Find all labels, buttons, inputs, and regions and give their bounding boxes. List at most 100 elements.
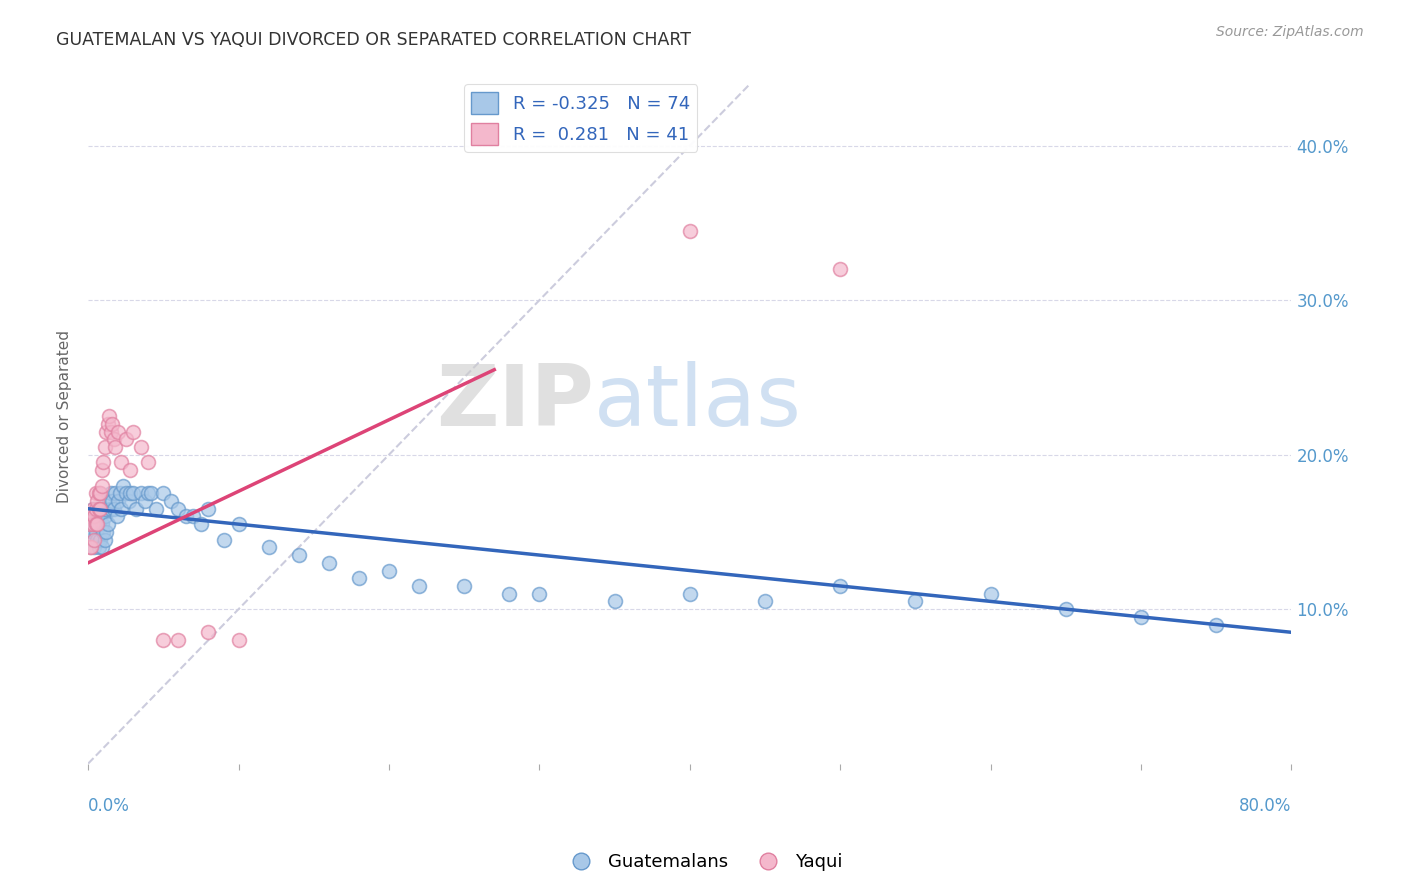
Point: [86, 517, 108, 532]
Point: [318, 556, 340, 570]
Point: [86, 533, 108, 547]
Point: [89, 501, 111, 516]
Text: ZIP: ZIP: [436, 360, 593, 443]
Point: [1205, 617, 1227, 632]
Point: [91, 501, 114, 516]
Point: [104, 486, 127, 500]
Legend: R = -0.325   N = 74, R =  0.281   N = 41: R = -0.325 N = 74, R = 0.281 N = 41: [464, 85, 697, 152]
Point: [453, 579, 475, 593]
Point: [82, 501, 104, 516]
Point: [114, 486, 136, 500]
Text: 0.0%: 0.0%: [89, 797, 129, 815]
Text: atlas: atlas: [593, 360, 801, 443]
Point: [679, 224, 702, 238]
Point: [82, 501, 104, 516]
Point: [93, 509, 115, 524]
Point: [197, 625, 219, 640]
Point: [107, 494, 129, 508]
Point: [152, 633, 174, 648]
Point: [110, 455, 132, 469]
Text: GUATEMALAN VS YAQUI DIVORCED OR SEPARATED CORRELATION CHART: GUATEMALAN VS YAQUI DIVORCED OR SEPARATE…: [56, 31, 692, 49]
Point: [103, 501, 125, 516]
Point: [90, 463, 112, 477]
Point: [378, 564, 401, 578]
Point: [287, 548, 309, 562]
Point: [82, 524, 104, 539]
Point: [100, 501, 122, 516]
Point: [104, 440, 127, 454]
Point: [84, 524, 107, 539]
Y-axis label: Divorced or Separated: Divorced or Separated: [58, 329, 72, 502]
Point: [89, 533, 111, 547]
Point: [97, 417, 120, 431]
Point: [134, 494, 156, 508]
Point: [83, 517, 105, 532]
Legend: Guatemalans, Yaqui: Guatemalans, Yaqui: [555, 847, 851, 879]
Point: [129, 440, 152, 454]
Point: [830, 262, 852, 277]
Point: [79, 517, 101, 532]
Point: [136, 455, 159, 469]
Point: [212, 533, 235, 547]
Point: [120, 463, 142, 477]
Point: [110, 501, 132, 516]
Point: [904, 594, 927, 608]
Point: [136, 486, 159, 500]
Point: [91, 524, 114, 539]
Point: [98, 409, 121, 423]
Point: [90, 517, 112, 532]
Point: [87, 501, 110, 516]
Point: [152, 486, 174, 500]
Point: [80, 541, 103, 555]
Point: [84, 486, 107, 500]
Point: [100, 425, 122, 439]
Point: [86, 501, 108, 516]
Point: [91, 455, 114, 469]
Text: 80.0%: 80.0%: [1239, 797, 1292, 815]
Point: [190, 517, 212, 532]
Point: [107, 425, 129, 439]
Point: [122, 425, 145, 439]
Point: [183, 509, 205, 524]
Point: [101, 494, 124, 508]
Point: [83, 541, 105, 555]
Point: [84, 501, 107, 516]
Point: [141, 486, 163, 500]
Point: [347, 571, 370, 585]
Point: [82, 517, 104, 532]
Point: [86, 494, 108, 508]
Point: [87, 541, 110, 555]
Point: [980, 587, 1002, 601]
Point: [83, 533, 105, 547]
Point: [98, 494, 121, 508]
Point: [111, 478, 134, 492]
Point: [96, 425, 118, 439]
Point: [228, 633, 250, 648]
Point: [84, 517, 107, 532]
Point: [93, 440, 115, 454]
Point: [120, 486, 142, 500]
Point: [145, 501, 167, 516]
Point: [108, 486, 131, 500]
Point: [830, 579, 852, 593]
Point: [90, 478, 112, 492]
Point: [89, 509, 111, 524]
Point: [97, 517, 120, 532]
Point: [257, 541, 280, 555]
Point: [96, 501, 118, 516]
Text: Source: ZipAtlas.com: Source: ZipAtlas.com: [1216, 25, 1364, 39]
Point: [80, 509, 103, 524]
Point: [84, 517, 107, 532]
Point: [96, 524, 118, 539]
Point: [1054, 602, 1077, 616]
Point: [80, 533, 103, 547]
Point: [79, 541, 101, 555]
Point: [167, 633, 190, 648]
Point: [167, 501, 190, 516]
Point: [125, 501, 148, 516]
Point: [197, 501, 219, 516]
Point: [228, 517, 250, 532]
Point: [79, 517, 101, 532]
Point: [89, 486, 111, 500]
Point: [122, 486, 145, 500]
